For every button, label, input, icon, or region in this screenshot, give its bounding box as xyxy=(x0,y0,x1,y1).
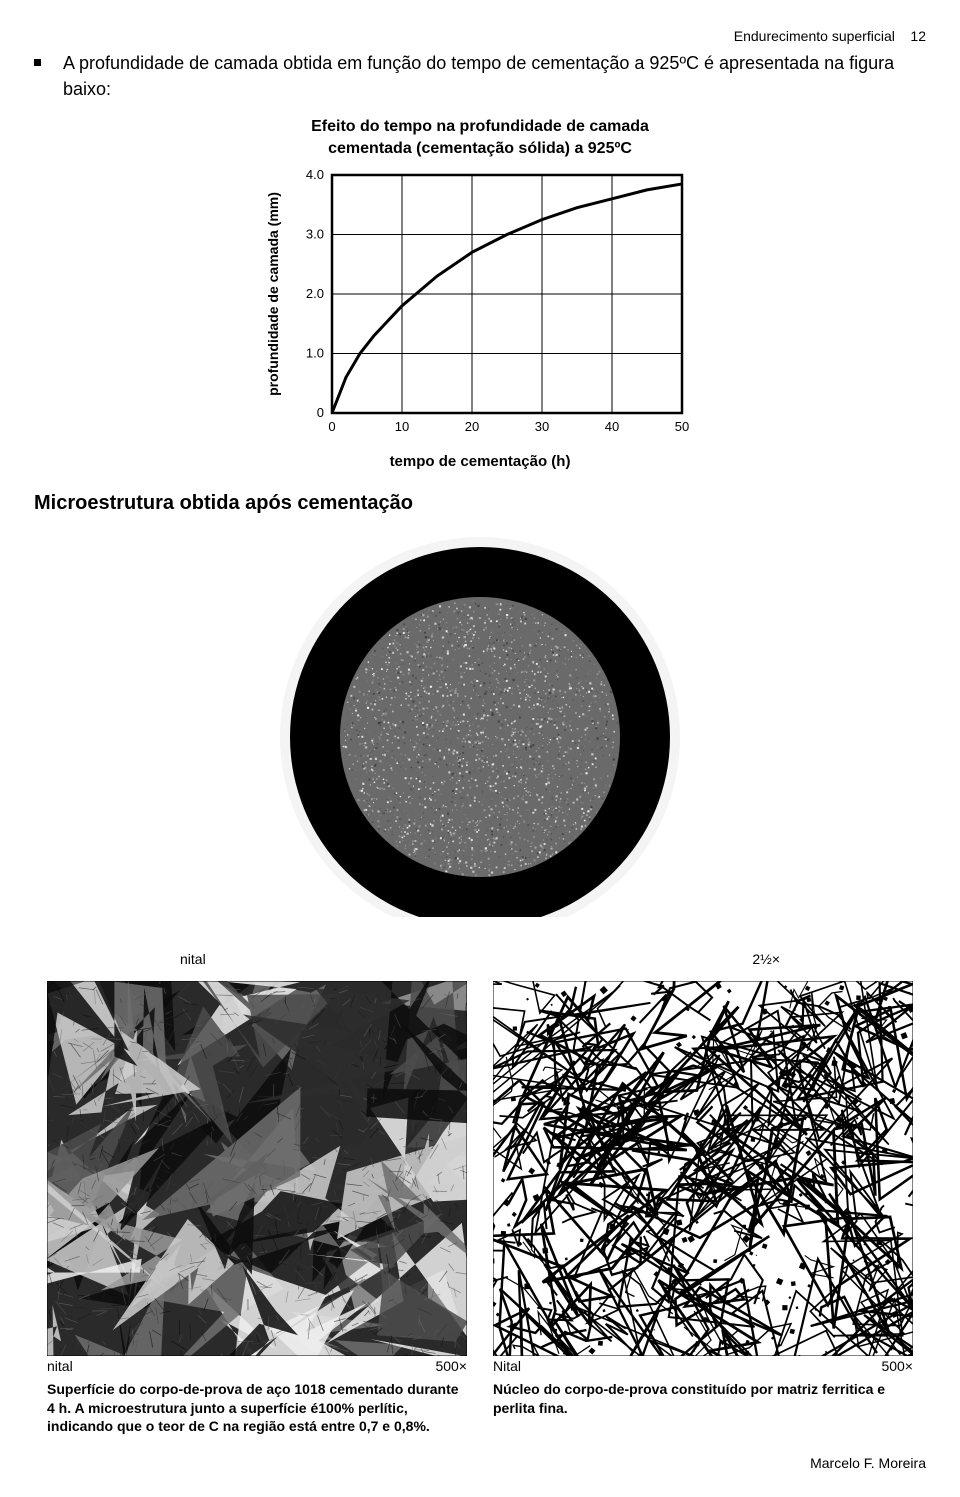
svg-text:40: 40 xyxy=(605,419,619,434)
top-etchant-label: nital xyxy=(180,951,206,967)
section-title: Microestrutura obtida após cementação xyxy=(34,492,926,515)
svg-text:4.0: 4.0 xyxy=(306,167,324,182)
left-micrograph-panel: nital 500× Superfície do corpo-de-prova … xyxy=(47,981,467,1435)
surface-micrograph xyxy=(47,981,467,1356)
depth-vs-time-chart: 0 10 20 30 40 50 0 1.0 2.0 3.0 4.0 profundidade de … xyxy=(260,167,700,447)
page-header: Endurecimento superficial 12 xyxy=(34,28,926,44)
svg-text:3.0: 3.0 xyxy=(306,227,324,242)
core-micrograph xyxy=(493,981,913,1356)
svg-text:2.0: 2.0 xyxy=(306,286,324,301)
chart-title: Efeito do tempo na profundidade de camad… xyxy=(260,116,700,159)
right-etchant-label: Nital xyxy=(493,1358,521,1374)
chart-container: Efeito do tempo na profundidade de camad… xyxy=(34,116,926,470)
svg-text:0: 0 xyxy=(317,405,324,420)
right-micrograph-panel: Nital 500× Núcleo do corpo-de-prova cons… xyxy=(493,981,913,1416)
svg-text:20: 20 xyxy=(465,419,479,434)
svg-text:30: 30 xyxy=(535,419,549,434)
svg-text:0: 0 xyxy=(328,419,335,434)
right-magnification-label: 500× xyxy=(881,1358,913,1374)
header-title: Endurecimento superficial xyxy=(734,28,895,44)
cross-section-micrograph xyxy=(260,527,700,947)
chart-xlabel: tempo de cementação (h) xyxy=(260,453,700,470)
svg-text:1.0: 1.0 xyxy=(306,346,324,361)
svg-text:50: 50 xyxy=(675,419,689,434)
left-etchant-label: nital xyxy=(47,1358,73,1374)
footer-author: Marcelo F. Moreira xyxy=(34,1455,926,1471)
paragraph-text: A profundidade de camada obtida em funçã… xyxy=(63,50,926,102)
svg-text:profundidade de camada (mm): profundidade de camada (mm) xyxy=(265,192,281,396)
left-caption: Superfície do corpo-de-prova de aço 1018… xyxy=(47,1380,467,1435)
top-micrograph: nital 2½× xyxy=(40,527,920,967)
left-magnification-label: 500× xyxy=(435,1358,467,1374)
right-caption: Núcleo do corpo-de-prova constituído por… xyxy=(493,1380,913,1416)
svg-text:10: 10 xyxy=(395,419,409,434)
top-magnification-label: 2½× xyxy=(752,951,780,967)
bulleted-paragraph: A profundidade de camada obtida em funçã… xyxy=(34,50,926,102)
header-pageno: 12 xyxy=(910,28,926,44)
bullet-icon xyxy=(34,59,41,66)
